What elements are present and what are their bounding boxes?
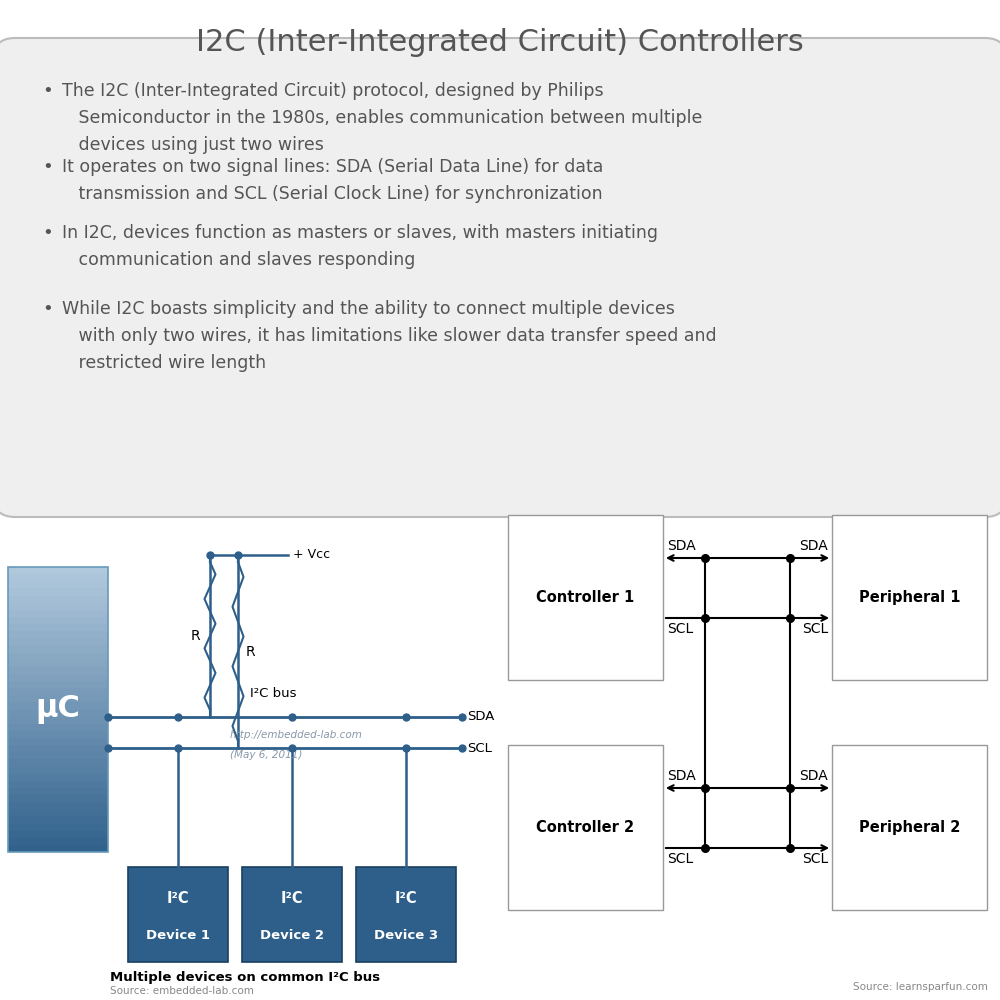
Text: with only two wires, it has limitations like slower data transfer speed and: with only two wires, it has limitations … [62,327,717,345]
Text: SCL: SCL [802,622,828,636]
Bar [8,702,108,710]
Text: Device 2: Device 2 [260,929,324,942]
Bar [8,638,108,645]
Bar [8,724,108,731]
Text: SCL: SCL [467,742,492,754]
Bar [8,781,108,788]
FancyBboxPatch shape [0,38,1000,517]
Text: R: R [190,629,200,643]
Text: Device 3: Device 3 [374,929,438,942]
Text: While I2C boasts simplicity and the ability to connect multiple devices: While I2C boasts simplicity and the abil… [62,300,675,318]
Bar [8,588,108,595]
Bar [832,515,987,680]
Text: + Vcc: + Vcc [293,548,330,562]
Text: R: R [246,644,256,658]
Text: SDA: SDA [667,769,696,783]
Bar [8,809,108,816]
Text: I²C: I²C [281,891,303,906]
Bar [832,745,987,910]
Bar [8,610,108,617]
Bar [8,688,108,695]
Bar [8,731,108,738]
Text: •: • [42,300,53,318]
Text: •: • [42,158,53,176]
Bar [8,838,108,845]
Bar [8,595,108,603]
Text: It operates on two signal lines: SDA (Serial Data Line) for data: It operates on two signal lines: SDA (Se… [62,158,603,176]
Bar [8,567,108,852]
Bar [356,867,456,962]
Bar [8,574,108,581]
Text: μC: μC [36,695,80,724]
Bar [8,624,108,631]
Bar [8,745,108,752]
Bar [8,631,108,638]
Bar [8,667,108,674]
Bar [8,652,108,660]
Bar [8,567,108,574]
Text: Controller 2: Controller 2 [536,820,635,835]
Text: SDA: SDA [667,539,696,553]
Bar [8,802,108,809]
Text: devices using just two wires: devices using just two wires [62,136,324,154]
Bar [8,738,108,745]
Bar [8,674,108,681]
Bar [128,867,228,962]
Bar [8,752,108,759]
Bar [8,774,108,781]
Text: The I2C (Inter-Integrated Circuit) protocol, designed by Philips: The I2C (Inter-Integrated Circuit) proto… [62,82,604,100]
Text: I²C: I²C [395,891,417,906]
Bar [8,660,108,667]
Bar [8,795,108,802]
Text: I2C (Inter-Integrated Circuit) Controllers: I2C (Inter-Integrated Circuit) Controlle… [196,28,804,57]
Bar [8,788,108,795]
Text: Peripheral 1: Peripheral 1 [859,590,960,605]
Bar [8,695,108,702]
Text: I²C bus: I²C bus [250,687,296,700]
Text: SDA: SDA [799,769,828,783]
Text: Device 1: Device 1 [146,929,210,942]
Text: I²C: I²C [167,891,189,906]
Bar [8,617,108,624]
Text: SCL: SCL [667,852,693,866]
Text: Source: embedded-lab.com: Source: embedded-lab.com [110,986,254,996]
Text: Semiconductor in the 1980s, enables communication between multiple: Semiconductor in the 1980s, enables comm… [62,109,702,127]
Bar [8,581,108,588]
Text: http://embedded-lab.com: http://embedded-lab.com [230,730,363,740]
Text: SDA: SDA [467,710,494,724]
Bar [8,824,108,831]
Text: communication and slaves responding: communication and slaves responding [62,251,415,269]
Text: Source: learnsparfun.com: Source: learnsparfun.com [853,982,988,992]
Text: •: • [42,82,53,100]
Text: Multiple devices on common I²C bus: Multiple devices on common I²C bus [110,972,380,984]
Text: SDA: SDA [799,539,828,553]
Text: (May 6, 2011): (May 6, 2011) [230,750,302,760]
Bar [8,717,108,724]
Bar [508,745,663,910]
Text: SCL: SCL [802,852,828,866]
Text: Peripheral 2: Peripheral 2 [859,820,960,835]
Bar [8,845,108,852]
Bar [242,867,342,962]
Text: In I2C, devices function as masters or slaves, with masters initiating: In I2C, devices function as masters or s… [62,224,658,242]
Bar [8,645,108,652]
Text: SCL: SCL [667,622,693,636]
Bar [508,515,663,680]
Bar [8,766,108,774]
Bar [8,816,108,824]
Bar [8,681,108,688]
Text: transmission and SCL (Serial Clock Line) for synchronization: transmission and SCL (Serial Clock Line)… [62,185,603,203]
Bar [8,831,108,838]
Bar [8,603,108,610]
Text: •: • [42,224,53,242]
Text: Controller 1: Controller 1 [536,590,635,605]
Text: restricted wire length: restricted wire length [62,354,266,372]
Bar [8,759,108,766]
Bar [8,710,108,717]
